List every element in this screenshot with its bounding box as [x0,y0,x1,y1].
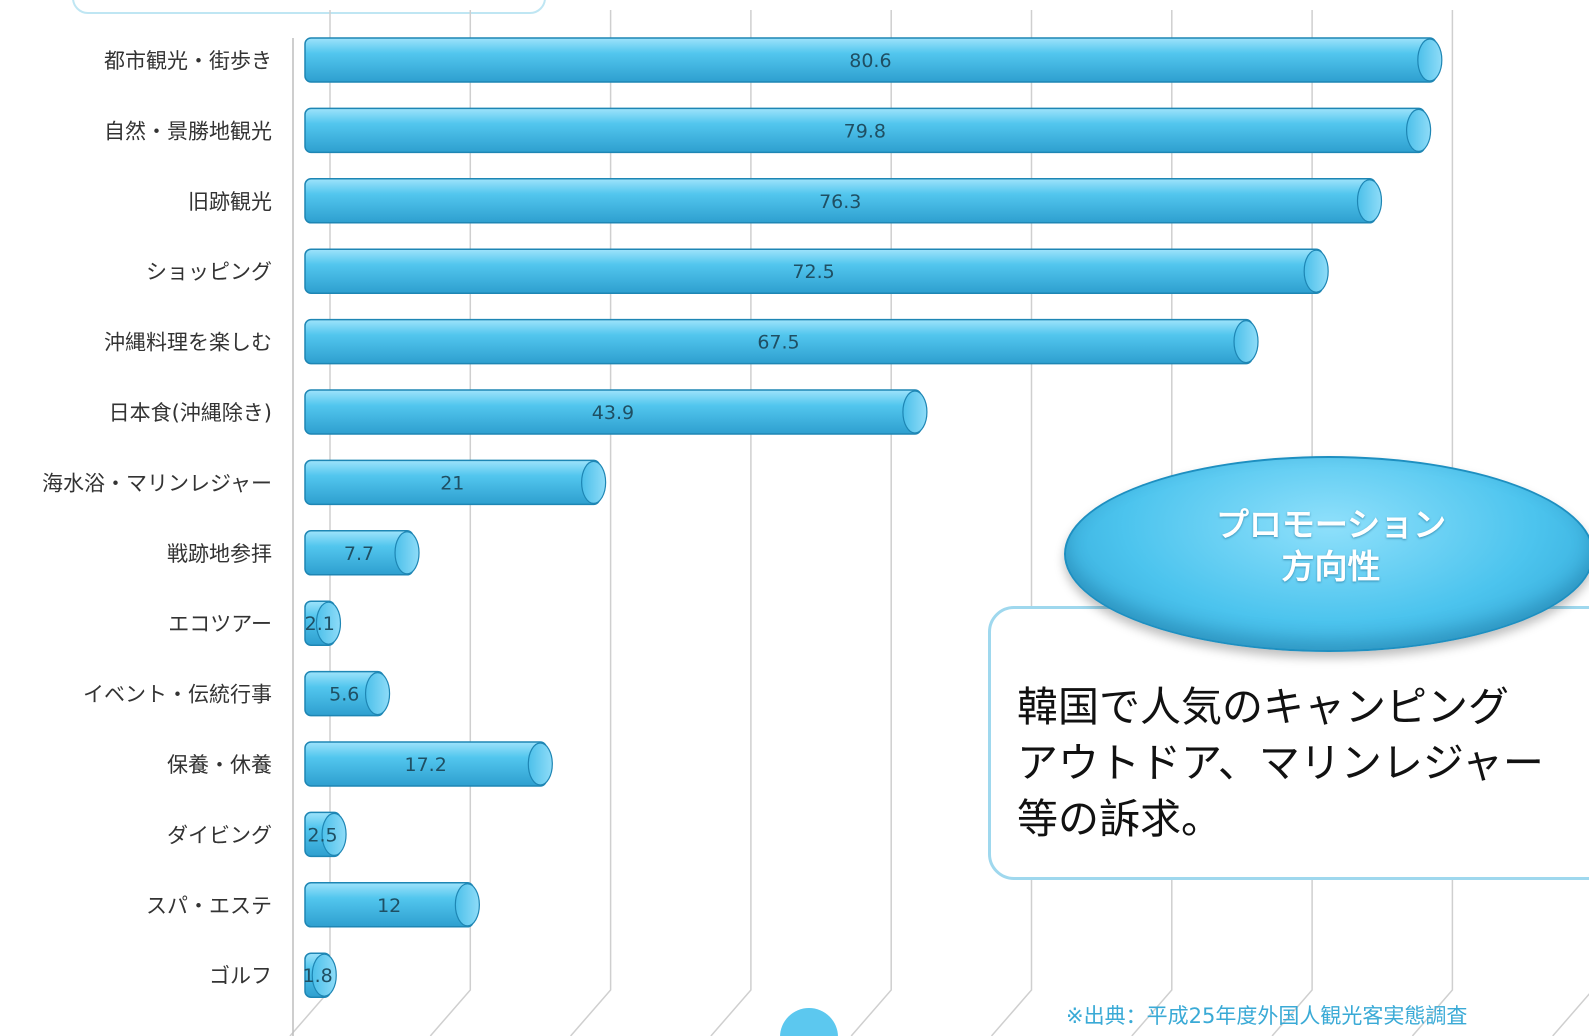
bar-group: 72.5 [304,248,1329,294]
bar-group: 2.1 [304,600,342,646]
bar-end-cap [321,812,347,857]
data-label: 79.8 [844,120,886,142]
bar-group: 67.5 [304,318,1259,365]
bar-end-cap [1417,38,1443,82]
promo-title: プロモーション 方向性 [1066,504,1589,588]
bar-end-cap [1233,320,1259,364]
gridline [1552,993,1589,1036]
data-label: 43.9 [592,402,634,424]
category-label: スパ・エステ [146,894,272,918]
bars: 80.6 79.8 76.3 72.5 67.5 43.9 21 7.7 2.1 5.6 17.2 2… [303,37,1443,998]
category-label: ショッピング [146,260,272,284]
category-label: 保養・休養 [167,753,272,777]
category-label: エコツアー [168,612,272,636]
bar-end-cap [1356,179,1383,223]
gridline [990,10,1033,1036]
gridline [570,10,612,1036]
promo-body-line-2: アウトドア、マリンレジャー [1017,739,1544,787]
data-label: 17.2 [405,754,447,776]
bar-end-cap [364,671,391,716]
bar-end-cap [1303,249,1329,293]
bar-group: 1.8 [303,952,337,998]
category-labels: 都市観光・街歩き自然・景勝地観光旧跡観光ショッピング沖縄料理を楽しむ日本食(沖縄… [42,49,272,988]
promo-body-line-3: 等の訴求。 [1017,795,1222,843]
category-label: 自然・景勝地観光 [104,119,272,143]
category-label: 海水浴・マリンレジャー [42,471,272,495]
category-label: 日本食(沖縄除き) [109,401,272,425]
category-label: ゴルフ [209,964,272,988]
category-label: 都市観光・街歩き [104,49,272,73]
bar-end-cap [454,883,480,927]
promo-title-badge: プロモーション 方向性 [1064,456,1589,652]
category-label: 沖縄料理を楽しむ [104,331,272,355]
promo-title-line-1: プロモーション [1215,505,1447,544]
data-label: 76.3 [819,191,861,213]
category-label: イベント・伝統行事 [83,683,272,707]
bar-group: 7.7 [304,530,420,576]
promo-callout-box: 韓国で人気のキャンピング アウトドア、マリンレジャー 等の訴求。 [988,606,1589,880]
bar-group: 2.5 [304,811,347,858]
bar-end-cap [311,953,337,997]
bar-group: 12 [304,882,480,928]
data-label: 2.1 [305,613,335,635]
data-label: 21 [440,472,464,494]
gridline [710,10,752,1036]
source-footnote: ※出典：平成25年度外国人観光客実態調査 [1066,1004,1468,1028]
data-label: 67.5 [757,332,799,354]
data-label: 7.7 [344,543,374,565]
data-label: 5.6 [329,684,359,706]
data-label: 1.8 [303,965,333,987]
bar-end-cap [394,531,420,575]
data-label: 12 [377,895,401,917]
gridline [850,10,892,1036]
bar-end-cap [315,601,342,645]
bar-group: 79.8 [304,107,1432,154]
bar-group: 43.9 [304,389,928,435]
gridline [1271,10,1313,1036]
promo-title-line-2: 方向性 [1281,547,1381,586]
bar-end-cap [902,390,928,434]
category-label: ダイビング [167,823,272,847]
data-label: 2.5 [307,824,337,846]
bar-end-cap [527,742,553,786]
bar-group: 80.6 [304,37,1443,83]
bar-group: 76.3 [304,178,1383,224]
promo-body-line-1: 韓国で人気のキャンピング [1017,683,1509,731]
bar-end-cap [1405,108,1432,152]
gridline [1411,10,1454,1036]
bar-group: 17.2 [304,741,553,787]
bar-group: 21 [304,459,607,506]
data-label: 80.6 [849,50,891,72]
category-label: 戦跡地参拝 [167,542,272,566]
promo-body: 韓国で人気のキャンピング アウトドア、マリンレジャー 等の訴求。 [1017,679,1589,847]
bar-group: 5.6 [304,670,391,717]
bar-end-cap [581,460,607,504]
category-label: 旧跡観光 [188,190,272,214]
data-label: 72.5 [792,261,834,283]
